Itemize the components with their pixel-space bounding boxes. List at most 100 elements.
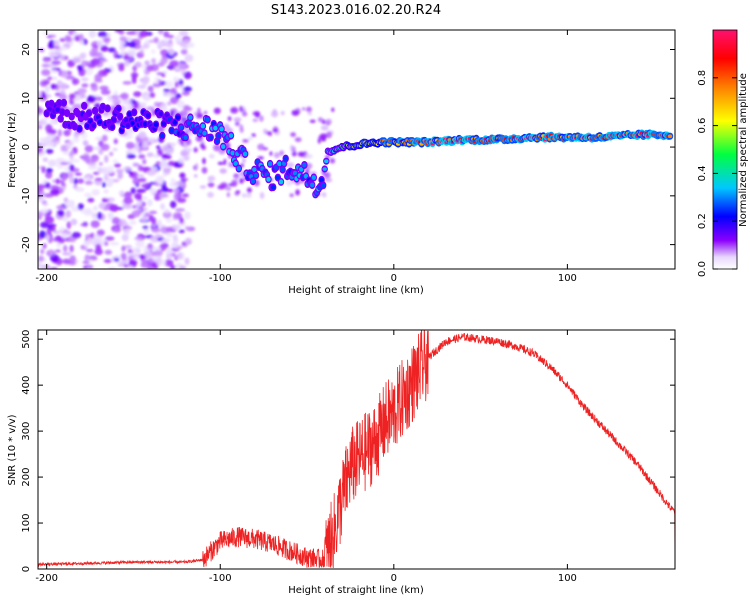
trace-core [667,134,673,138]
trace-core [60,109,65,115]
noise-speckle [61,252,72,256]
noise-speckle [38,141,47,148]
trace-core [228,133,234,139]
noise-speckle [41,79,50,85]
trace-core [230,150,235,156]
trace-core [161,121,166,127]
noise-speckle [161,185,168,193]
noise-speckle [74,172,82,176]
noise-speckle [134,61,142,68]
noise-speckle [40,248,45,255]
noise-speckle [219,168,227,174]
noise-speckle [117,171,124,180]
trace-core [253,172,259,178]
x-tick-label: 100 [558,573,577,584]
noise-speckle [55,157,65,164]
noise-speckle [176,100,185,109]
colorbar-tick-label: 0.6 [697,118,708,134]
noise-speckle [118,63,125,72]
noise-speckle [195,135,203,142]
noise-speckle [65,210,72,218]
y-tick-label: 100 [21,513,32,532]
noise-speckle [88,30,97,38]
noise-speckle [141,140,149,149]
noise-speckle [107,47,116,53]
noise-speckle [83,176,91,180]
noise-speckle [167,160,176,167]
x-tick-label: -200 [35,273,58,284]
noise-speckle [153,101,160,107]
noise-speckle [151,227,161,233]
noise-speckle [295,189,300,196]
noise-speckle [47,76,53,81]
noise-speckle [292,146,296,153]
spectrogram-frame [37,29,676,270]
noise-speckle [45,148,54,154]
y-tick-label: 0 [21,566,32,572]
noise-speckle [159,193,169,198]
noise-speckle [184,257,190,265]
noise-speckle [118,259,129,265]
trace-core [82,103,87,109]
colorbar-tick-label: 0.2 [697,213,708,229]
spectrogram-y-axis-label: Frequency (Hz) [7,112,18,188]
noise-speckle [140,167,150,171]
noise-speckle [117,219,127,226]
noise-speckle [144,70,150,75]
noise-speckle [163,88,171,93]
noise-speckle [154,195,161,201]
noise-speckle [126,31,137,35]
noise-speckle [92,44,99,48]
noise-speckle [162,168,172,172]
noise-speckle [138,131,147,140]
trace-core [146,113,151,118]
noise-speckle [123,228,131,236]
noise-speckle [233,117,242,122]
noise-speckle [195,162,199,170]
noise-speckle [41,69,51,76]
noise-speckle [129,171,134,176]
noise-speckle [143,251,153,257]
noise-speckle [62,151,72,155]
noise-speckle [62,258,71,265]
noise-speckle [38,124,43,130]
noise-speckle [247,136,253,141]
noise-speckle [63,197,69,203]
noise-speckle [132,102,139,110]
noise-speckle [74,187,85,192]
noise-speckle [72,137,80,143]
noise-speckle [98,202,106,210]
noise-speckle [77,203,85,211]
noise-speckle [105,236,115,241]
trace-core [172,120,177,125]
noise-speckle [164,41,174,48]
noise-speckle [112,98,122,105]
noise-speckle [123,197,133,205]
trace-core [221,144,226,150]
noise-speckle [45,171,53,179]
noise-speckle [53,39,60,48]
noise-speckle [87,165,98,170]
y-tick-label: 300 [21,422,32,441]
noise-speckle [65,146,72,149]
noise-speckle [179,217,185,224]
noise-speckle [242,157,246,164]
noise-speckle [220,182,228,189]
noise-speckle [95,244,102,251]
noise-speckle [321,119,326,125]
noise-speckle [139,102,147,108]
noise-speckle [144,60,150,66]
noise-speckle [39,118,48,126]
noise-speckle [48,249,55,256]
noise-speckle [153,37,159,44]
noise-speckle [79,209,90,214]
noise-speckle [162,211,172,219]
noise-speckle [99,85,109,91]
noise-speckle [165,80,174,88]
noise-speckle [160,57,168,64]
noise-speckle [62,216,69,222]
noise-speckle [252,118,259,123]
noise-speckle [71,78,80,85]
noise-speckle [40,266,47,269]
